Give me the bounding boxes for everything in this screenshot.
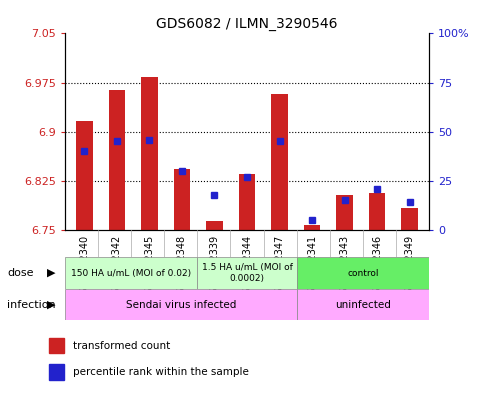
Text: dose: dose: [7, 268, 34, 278]
Bar: [297, 289, 429, 320]
Text: uninfected: uninfected: [335, 299, 391, 310]
Text: percentile rank within the sample: percentile rank within the sample: [73, 367, 249, 377]
Bar: [49, 338, 64, 353]
Bar: [65, 257, 197, 289]
Bar: [49, 364, 64, 380]
Bar: [174, 169, 190, 230]
Text: ▶: ▶: [47, 268, 56, 278]
Bar: [304, 225, 320, 230]
Bar: [402, 208, 418, 230]
Text: 1.5 HA u/mL (MOI of
0.0002): 1.5 HA u/mL (MOI of 0.0002): [202, 263, 292, 283]
Bar: [141, 77, 158, 230]
Text: 150 HA u/mL (MOI of 0.02): 150 HA u/mL (MOI of 0.02): [71, 269, 191, 277]
Bar: [65, 289, 297, 320]
Text: control: control: [347, 269, 379, 277]
Text: transformed count: transformed count: [73, 340, 170, 351]
Bar: [369, 193, 385, 230]
Bar: [336, 195, 353, 230]
Bar: [239, 174, 255, 230]
Bar: [76, 121, 92, 230]
Title: GDS6082 / ILMN_3290546: GDS6082 / ILMN_3290546: [156, 17, 338, 31]
Bar: [297, 257, 429, 289]
Bar: [197, 257, 297, 289]
Bar: [207, 221, 223, 230]
Text: Sendai virus infected: Sendai virus infected: [126, 299, 236, 310]
Bar: [271, 94, 287, 230]
Text: infection: infection: [7, 299, 56, 310]
Bar: [109, 90, 125, 230]
Text: ▶: ▶: [47, 299, 56, 310]
